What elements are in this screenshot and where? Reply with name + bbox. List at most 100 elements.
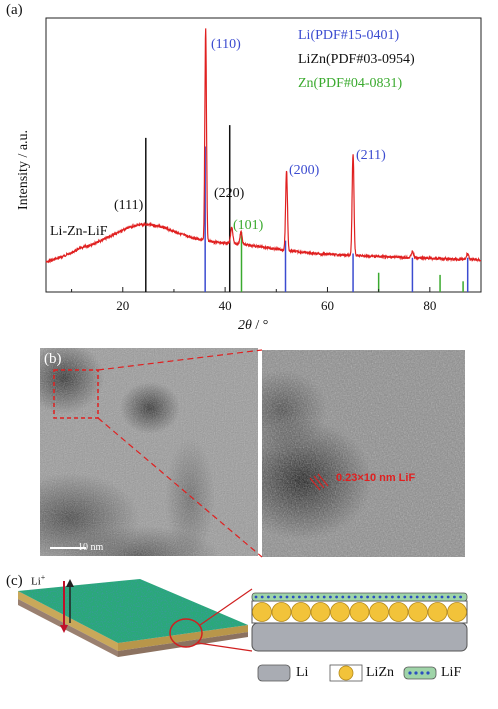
y-axis-label: Intensity / a.u. bbox=[16, 129, 31, 211]
peak-label-211: (211) bbox=[356, 148, 386, 163]
lizn-particle bbox=[369, 602, 389, 622]
legend-label-li: Li bbox=[296, 665, 309, 680]
lizn-particle bbox=[291, 602, 311, 622]
legend-zn-text: Zn(PDF#04-0831) bbox=[298, 76, 403, 91]
slab-front-right bbox=[118, 625, 248, 651]
lif-particle bbox=[453, 595, 456, 599]
anode-schematic bbox=[18, 579, 468, 682]
peak-label-111: (111) bbox=[114, 198, 144, 213]
legend-swatch-lif bbox=[403, 666, 437, 680]
lif-particle bbox=[279, 595, 283, 599]
lif-particle bbox=[391, 595, 394, 599]
peak-label-101: (101) bbox=[233, 218, 264, 233]
lif-particle bbox=[384, 595, 388, 599]
zoom-region-box bbox=[53, 369, 99, 419]
legend-li-text: Li(PDF#15-0401) bbox=[298, 28, 400, 43]
peak-label-200: (200) bbox=[289, 163, 320, 178]
lizn-particle bbox=[310, 602, 331, 622]
lif-particle bbox=[440, 595, 444, 599]
legend-label-lizn: LiZn bbox=[366, 665, 394, 680]
x-tick-label: 60 bbox=[321, 298, 334, 313]
lif-particle bbox=[329, 595, 332, 599]
legend-label-lif: LiF bbox=[441, 665, 462, 680]
lif-particle bbox=[322, 595, 326, 599]
x-tick-label: 40 bbox=[219, 298, 232, 313]
lif-particle bbox=[366, 595, 369, 599]
lif-particle bbox=[341, 595, 345, 599]
lizn-particle bbox=[447, 602, 467, 622]
lizn-particle bbox=[330, 602, 350, 622]
lizn-particle bbox=[408, 602, 428, 622]
magnify-circle bbox=[169, 618, 203, 648]
scale-bar-label: 10 nm bbox=[78, 542, 104, 553]
slab-base-right bbox=[118, 632, 248, 657]
panel-a-label: (a) bbox=[6, 2, 23, 18]
x-tick-label: 80 bbox=[423, 298, 436, 313]
legend-lizn-text: LiZn(PDF#03-0954) bbox=[298, 52, 415, 67]
lif-particle bbox=[260, 595, 264, 599]
lif-particle bbox=[285, 595, 289, 599]
peak-label-220: (220) bbox=[214, 186, 245, 201]
lif-particle bbox=[347, 595, 351, 599]
tem-overview-texture bbox=[40, 348, 258, 556]
tem-image-overview bbox=[40, 348, 258, 556]
lif-particle bbox=[316, 595, 320, 599]
xrd-chart: 20 40 60 80 bbox=[45, 17, 482, 313]
lif-particle bbox=[291, 595, 295, 599]
lif-particle bbox=[459, 595, 462, 599]
layer-li bbox=[251, 622, 468, 652]
lizn-particle bbox=[388, 602, 409, 622]
lif-particle bbox=[403, 595, 407, 599]
lizn-particle bbox=[427, 602, 448, 622]
x-axis-label: 2θ / ° bbox=[238, 318, 268, 334]
lif-particle bbox=[298, 595, 301, 599]
li-ion-symbol: Li bbox=[31, 575, 41, 588]
layer-lif bbox=[251, 592, 468, 602]
sample-label: Li-Zn-LiF bbox=[50, 224, 108, 239]
lattice-spacing-label: 0.23×10 nm LiF bbox=[336, 472, 416, 484]
lif-particle bbox=[378, 595, 382, 599]
li-ion-charge: + bbox=[40, 573, 46, 582]
slab-base-left bbox=[18, 599, 118, 657]
lizn-particles bbox=[252, 602, 467, 622]
legend-li: Li(PDF#15-0401) bbox=[298, 28, 399, 44]
lif-particle bbox=[422, 595, 425, 599]
lif-particles bbox=[254, 595, 462, 599]
lif-particle bbox=[335, 595, 338, 599]
legend-zn: Zn(PDF#04-0831) bbox=[298, 76, 402, 92]
lizn-particle bbox=[252, 602, 272, 622]
lif-particle bbox=[446, 595, 450, 599]
magnify-connector-top bbox=[199, 588, 253, 626]
x-tick-label: 20 bbox=[116, 298, 129, 313]
lattice-fringe-marks bbox=[309, 473, 329, 491]
tem-zoom-texture bbox=[262, 350, 465, 557]
lif-particle bbox=[267, 595, 270, 599]
peak-label-110: (110) bbox=[211, 37, 241, 52]
lif-particle bbox=[409, 595, 413, 599]
lif-particle bbox=[353, 595, 357, 599]
lif-particle bbox=[428, 595, 431, 599]
legend-lizn: LiZn(PDF#03-0954) bbox=[298, 52, 415, 68]
xrd-trace-line bbox=[45, 28, 481, 264]
lif-particle bbox=[304, 595, 307, 599]
tem-image-zoom bbox=[262, 350, 465, 557]
lif-particle bbox=[254, 595, 258, 599]
panel-b-label: (b) bbox=[44, 351, 62, 367]
x-axis-unit: / ° bbox=[251, 318, 269, 333]
lif-particle bbox=[273, 595, 276, 599]
lif-particle bbox=[415, 595, 419, 599]
lizn-particle bbox=[271, 602, 292, 622]
x-axis-variable: 2θ bbox=[238, 318, 252, 333]
plot-frame bbox=[45, 17, 482, 293]
slab-front-left bbox=[18, 591, 118, 651]
lif-particle bbox=[372, 595, 376, 599]
li-ion-label: Li+ bbox=[31, 573, 45, 588]
legend-swatch-li bbox=[257, 664, 291, 682]
magnify-connector-bottom bbox=[197, 642, 253, 652]
lif-particle bbox=[397, 595, 400, 599]
lif-particle bbox=[360, 595, 363, 599]
lizn-particle bbox=[349, 602, 370, 622]
panel-c-label: (c) bbox=[6, 573, 23, 589]
lif-particle bbox=[434, 595, 438, 599]
lif-particle bbox=[310, 595, 314, 599]
